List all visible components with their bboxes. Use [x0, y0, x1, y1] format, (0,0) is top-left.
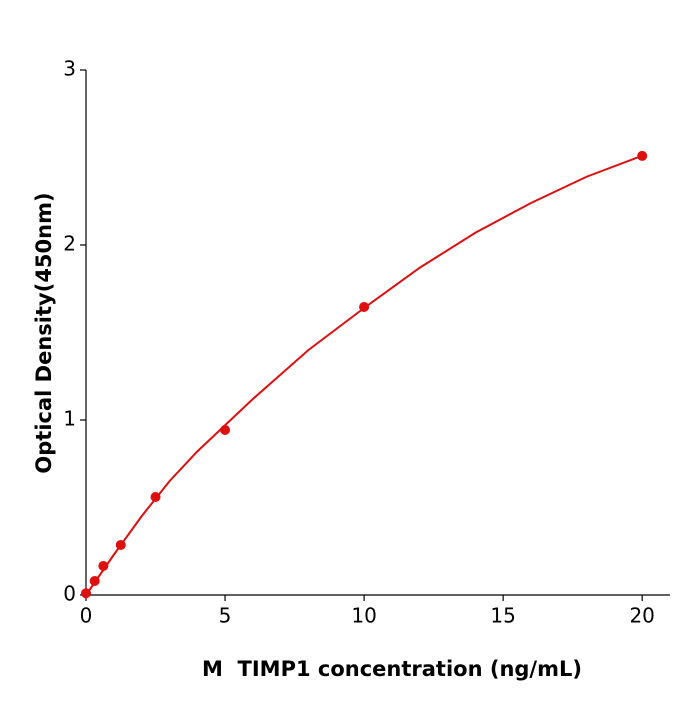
y-tick-label: 3 [63, 57, 76, 81]
x-tick-label: 20 [629, 604, 654, 628]
y-axis-title: Optical Density(450nm) [32, 192, 56, 473]
y-tick-label: 2 [63, 232, 76, 256]
x-tick-label: 15 [490, 604, 515, 628]
data-point [89, 576, 100, 586]
data-point [359, 301, 370, 312]
x-tick-label: 5 [219, 604, 232, 628]
data-point [637, 150, 648, 161]
data-point [81, 588, 91, 599]
x-tick-label: 0 [80, 604, 93, 628]
data-point [115, 539, 126, 550]
x-tick-label: 10 [351, 604, 376, 628]
y-tick-label: 1 [63, 407, 76, 431]
fit-curve [85, 154, 643, 596]
y-tick-label: 0 [63, 582, 76, 606]
data-point [98, 560, 109, 571]
x-axis-title: M TIMP1 concentration (ng/mL) [202, 657, 582, 681]
data-point [150, 492, 161, 502]
data-point [220, 424, 231, 435]
